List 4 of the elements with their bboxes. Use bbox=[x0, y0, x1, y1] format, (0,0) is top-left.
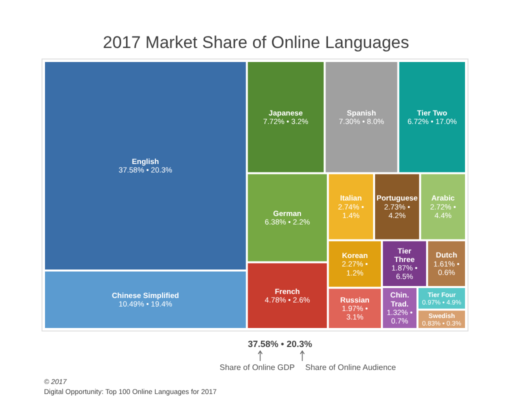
text: Share of Online GDP bbox=[220, 363, 295, 372]
text: Share of Online Audience bbox=[305, 363, 397, 372]
text: 37.58% • 20.3% bbox=[248, 339, 312, 349]
text: 2017 Market Share of Online Languages bbox=[102, 33, 410, 52]
